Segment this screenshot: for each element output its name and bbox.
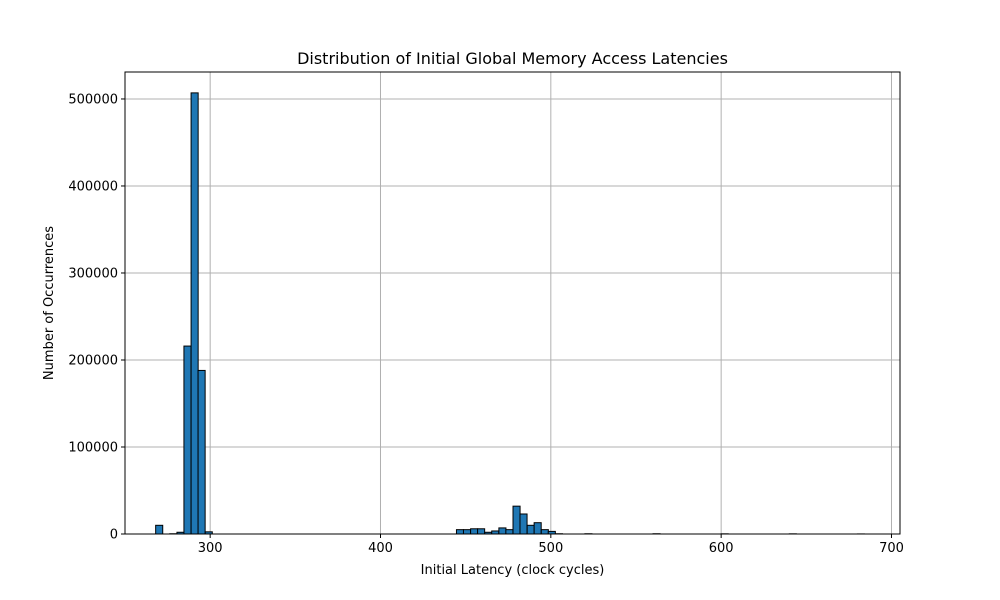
chart-title: Distribution of Initial Global Memory Ac… (297, 49, 728, 68)
x-tick-label: 400 (368, 541, 393, 556)
y-tick-label: 500000 (68, 92, 118, 107)
histogram-bar (470, 528, 479, 535)
histogram-bar (519, 513, 528, 535)
histogram-bar (455, 529, 465, 535)
y-tick-label: 100000 (68, 440, 118, 455)
y-axis-ticks: 0 100000 200000 300000 400000 500000 (68, 92, 125, 543)
grid (125, 72, 900, 535)
plot-frame (124, 71, 901, 535)
y-tick-label: 200000 (68, 353, 118, 368)
x-tick-label: 500 (538, 541, 563, 556)
x-tick-label: 600 (709, 541, 734, 556)
histogram-bar (540, 529, 549, 535)
histogram-bar (197, 369, 206, 535)
histogram-bar (155, 524, 164, 535)
y-tick-label: 300000 (68, 266, 118, 281)
x-tick-label: 300 (198, 541, 223, 556)
histogram-bar (183, 345, 192, 535)
histogram-bar (190, 92, 199, 535)
x-axis-ticks: 300 400 500 600 700 (198, 534, 904, 556)
y-axis-title: Number of Occurrences (42, 226, 57, 380)
x-tick-label: 700 (879, 541, 904, 556)
histogram-bar (462, 529, 472, 535)
x-axis-title: Initial Latency (clock cycles) (421, 563, 605, 578)
histogram-bar (526, 524, 535, 535)
histogram-bar (477, 528, 486, 535)
histogram-bar (533, 522, 542, 535)
bars (155, 92, 865, 535)
y-tick-label: 400000 (68, 179, 118, 194)
histogram-bar (512, 505, 521, 535)
histogram-bar (505, 529, 514, 535)
y-tick-label: 0 (110, 528, 118, 543)
histogram-bar (498, 527, 507, 535)
